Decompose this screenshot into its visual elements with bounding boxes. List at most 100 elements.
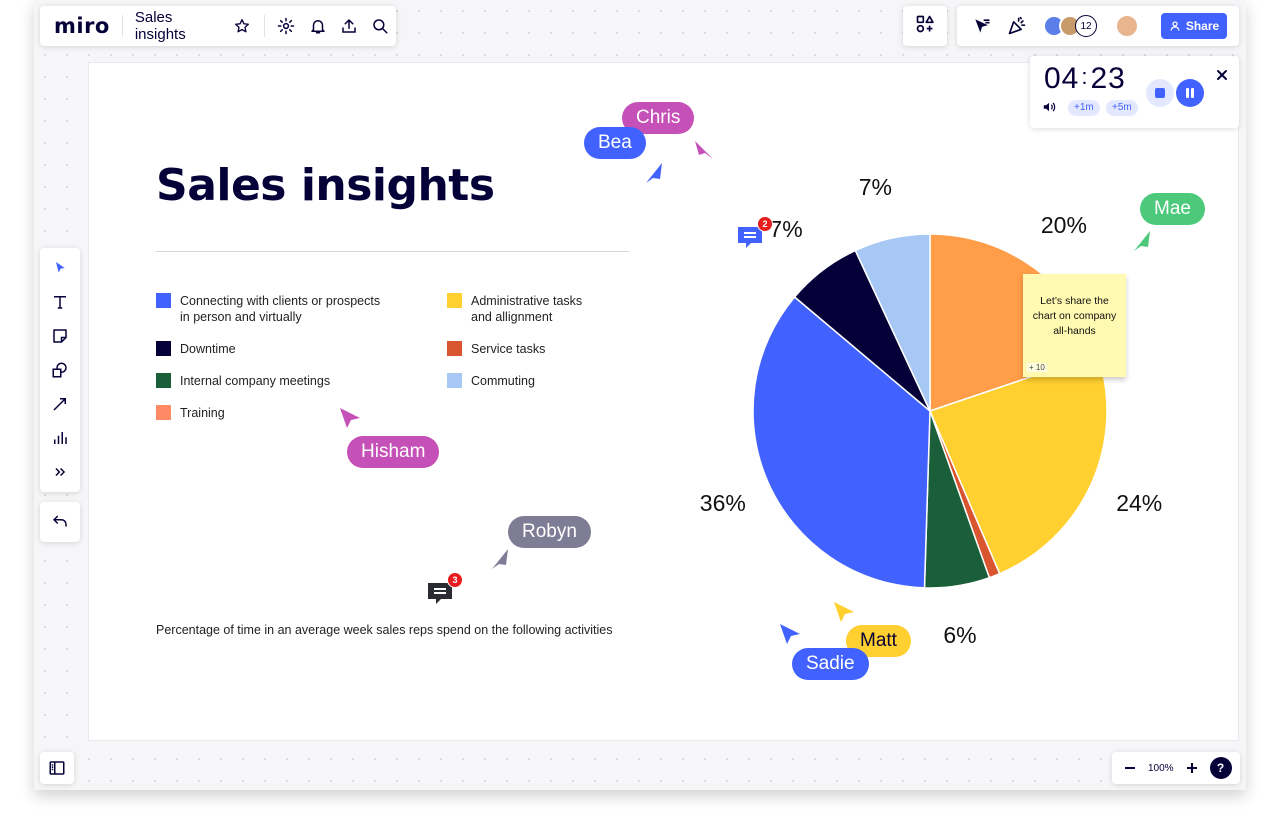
- cursor-arrow-icon: [492, 549, 508, 569]
- pause-button[interactable]: [1176, 79, 1204, 107]
- timer-minutes: 04: [1044, 62, 1080, 95]
- text-tool[interactable]: [48, 290, 72, 314]
- collaborator-count-badge[interactable]: 12: [1075, 15, 1097, 37]
- legend-label-line: in person and virtually: [180, 310, 302, 324]
- pie-slice-label: 7%: [858, 174, 892, 201]
- comment-icon[interactable]: 2: [737, 216, 773, 250]
- collaboration-toolbar: 12 Share: [957, 6, 1239, 46]
- legend-label: Connecting with clients or prospects in p…: [180, 293, 380, 325]
- timer-separator: :: [1081, 64, 1089, 89]
- templates-button[interactable]: [903, 6, 947, 46]
- legend-item[interactable]: Downtime: [156, 341, 236, 357]
- top-left-toolbar: miro Sales insights: [40, 6, 396, 46]
- pie-slice-label: 24%: [1116, 489, 1163, 516]
- cursor-label: Chris: [622, 102, 695, 134]
- add-1m-chip[interactable]: +1m: [1068, 100, 1100, 116]
- legend-label-line: Training: [180, 406, 225, 420]
- zoom-level[interactable]: 100%: [1148, 762, 1174, 774]
- sidebar-icon: [49, 761, 65, 775]
- timer-widget: 04:23 +1m +5m: [1030, 56, 1239, 128]
- undo-button[interactable]: [40, 502, 80, 542]
- upload-icon[interactable]: [336, 13, 361, 39]
- add-5m-chip[interactable]: +5m: [1106, 100, 1138, 116]
- stop-icon: [1155, 88, 1165, 98]
- pie-slice-label: 36%: [699, 489, 746, 516]
- sticky-reaction[interactable]: + 10: [1027, 363, 1047, 372]
- user-icon: [1170, 21, 1180, 31]
- volume-icon[interactable]: [1042, 100, 1056, 119]
- my-avatar[interactable]: [1115, 14, 1139, 38]
- shapes-tool[interactable]: [48, 358, 72, 382]
- legend-swatch: [447, 293, 462, 308]
- pen-tool[interactable]: [48, 392, 72, 416]
- timer-display: 04:23: [1044, 62, 1126, 96]
- legend-item[interactable]: Administrative tasks and allignment: [447, 293, 582, 325]
- legend-label-line: Downtime: [180, 342, 236, 356]
- zoom-controls: 100% ?: [1112, 752, 1240, 784]
- comment-icon[interactable]: 3: [427, 572, 463, 606]
- stop-button[interactable]: [1146, 79, 1174, 107]
- cursor-label: Hisham: [347, 436, 440, 468]
- chart-tool[interactable]: [48, 426, 72, 450]
- board-title[interactable]: Sales insights: [134, 9, 186, 43]
- chart-caption[interactable]: Percentage of time in an average week sa…: [156, 623, 613, 637]
- cursor-filter-icon[interactable]: [969, 13, 995, 39]
- legend-label-line: Connecting with clients or prospects: [180, 294, 381, 308]
- share-button[interactable]: Share: [1161, 13, 1227, 39]
- undo-icon: [52, 515, 67, 527]
- bar-chart-icon: [54, 432, 67, 444]
- cursor-label: Robyn: [508, 516, 591, 548]
- help-button[interactable]: ?: [1209, 757, 1232, 779]
- legend-item[interactable]: Training: [156, 405, 225, 421]
- cursor-arrow-icon: [834, 602, 854, 622]
- close-icon[interactable]: [1216, 68, 1228, 86]
- heading-divider: [156, 251, 629, 252]
- legend-swatch: [447, 341, 462, 356]
- more-tools-button[interactable]: [48, 460, 72, 484]
- pointer-icon: [56, 262, 65, 273]
- legend-swatch: [156, 341, 171, 356]
- comment-count-badge: 3: [447, 572, 463, 588]
- board-heading[interactable]: Sales insights: [156, 160, 495, 211]
- miro-logo[interactable]: miro: [54, 14, 110, 38]
- share-label: Share: [1185, 19, 1220, 33]
- sticky-note-tool[interactable]: [48, 324, 72, 348]
- arrow-line-icon: [53, 398, 66, 411]
- comment-count-badge: 2: [757, 216, 773, 232]
- sidebar-toggle-button[interactable]: [40, 752, 74, 784]
- pie-slice-label: 6%: [943, 622, 977, 649]
- legend-label: Administrative tasks and allignment: [471, 293, 582, 325]
- plus-icon: +: [1029, 363, 1036, 372]
- zoom-in-button[interactable]: [1186, 762, 1198, 774]
- legend-item[interactable]: Service tasks: [447, 341, 545, 357]
- cursor-arrow-icon: [695, 141, 713, 159]
- legend-item[interactable]: Commuting: [447, 373, 535, 389]
- shapes-icon: [52, 362, 67, 378]
- celebrate-icon[interactable]: [1004, 13, 1030, 39]
- star-icon[interactable]: [229, 13, 254, 39]
- pie-slice-label: 20%: [1040, 211, 1087, 238]
- legend-item[interactable]: Connecting with clients or prospects in p…: [156, 293, 380, 325]
- cursor-arrow-icon: [780, 624, 800, 644]
- chevron-double-right-icon: [55, 467, 66, 477]
- zoom-out-button[interactable]: [1124, 762, 1136, 774]
- sticky-note[interactable]: Let’s share the chart on company all-han…: [1023, 274, 1126, 377]
- legend-swatch: [156, 373, 171, 388]
- legend-label: Service tasks: [471, 341, 545, 357]
- text-icon: [54, 296, 66, 309]
- cursor-label: Sadie: [792, 648, 869, 680]
- plus-icon: [1186, 763, 1197, 773]
- legend-item[interactable]: Internal company meetings: [156, 373, 330, 389]
- legend-swatch: [156, 405, 171, 420]
- cursor-label: Bea: [584, 127, 646, 159]
- sticky-note-text: Let’s share the chart on company all-han…: [1032, 295, 1117, 337]
- shapes-icon: [915, 14, 935, 39]
- select-tool[interactable]: [48, 256, 72, 280]
- legend-label: Downtime: [180, 341, 236, 357]
- gear-icon[interactable]: [274, 13, 299, 39]
- cursor-arrow-icon: [340, 408, 360, 428]
- search-icon[interactable]: [368, 13, 393, 39]
- legend-swatch: [447, 373, 462, 388]
- bell-icon[interactable]: [305, 13, 330, 39]
- legend-label: Commuting: [471, 373, 535, 389]
